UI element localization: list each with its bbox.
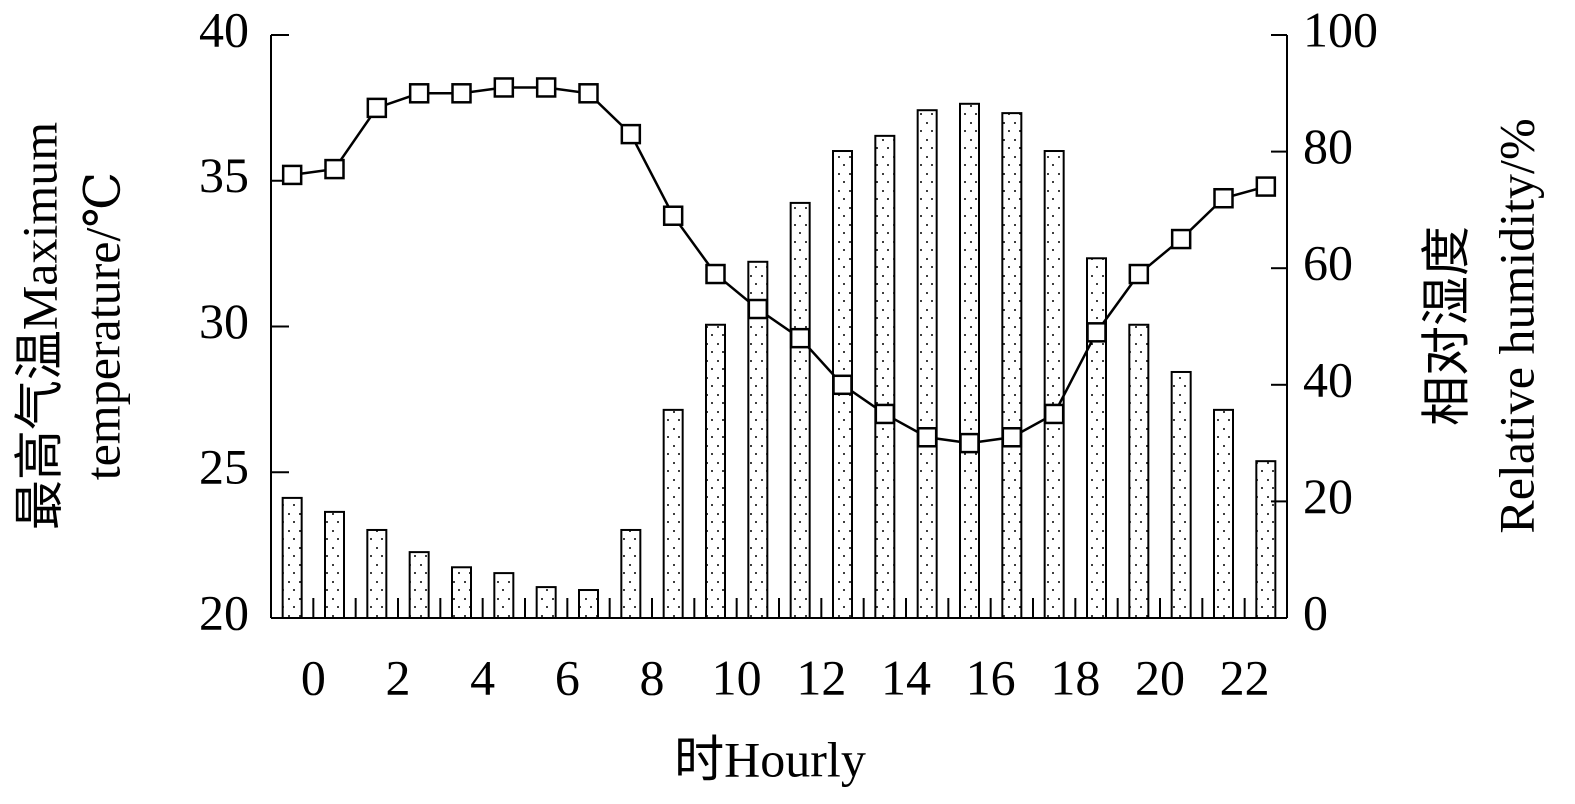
x-tick-label: 6 (555, 649, 580, 705)
bar (789, 201, 811, 620)
y2-axis-title: 相对湿度 (1418, 226, 1474, 426)
line-marker (789, 327, 811, 349)
x-tick-label: 2 (386, 649, 411, 705)
x-tick-label: 4 (470, 649, 495, 705)
x-tick-label: 16 (966, 649, 1016, 705)
x-tick-label: 14 (881, 649, 931, 705)
line-marker (1128, 263, 1150, 285)
line-marker (959, 432, 980, 454)
line-marker (1255, 176, 1277, 197)
bar (493, 572, 515, 620)
y2-tick-label: 100 (1303, 1, 1378, 57)
bar (916, 109, 938, 619)
line-marker (620, 123, 642, 145)
bar (705, 323, 726, 619)
x-tick-label: 20 (1135, 649, 1185, 705)
bar (578, 589, 599, 619)
line-marker (493, 77, 515, 98)
y2-axis-title: Relative humidity/% (1488, 118, 1544, 533)
y-tick-label: 40 (199, 1, 249, 57)
line-marker (832, 374, 853, 396)
bar (366, 528, 388, 619)
y2-tick-label: 20 (1303, 468, 1353, 524)
y-tick-label: 20 (199, 584, 249, 640)
y-axis-title: temperature/℃ (74, 172, 130, 481)
line-marker (1213, 187, 1234, 209)
line-marker (1001, 427, 1023, 448)
bar (324, 510, 345, 620)
line-marker (916, 427, 938, 448)
x-tick-label: 22 (1220, 649, 1270, 705)
line-marker (874, 403, 896, 425)
line-marker (1086, 322, 1107, 343)
line-marker (408, 83, 430, 104)
line-marker (662, 205, 684, 226)
bar (1170, 370, 1192, 619)
line (291, 86, 1267, 445)
y-tick-label: 25 (199, 439, 249, 495)
y2-tick-label: 60 (1303, 235, 1353, 291)
y-axis-title: 最高气温Maximum (11, 122, 67, 530)
bar (662, 408, 684, 619)
x-tick-label: 0 (301, 649, 326, 705)
bar (408, 551, 430, 619)
y-tick-label: 35 (199, 147, 249, 203)
y-tick-label: 30 (199, 293, 249, 349)
x-tick-label: 18 (1050, 649, 1100, 705)
x-tick-label: 8 (640, 649, 665, 705)
bar (1255, 460, 1277, 619)
bar (874, 134, 896, 619)
x-tick-label: 12 (796, 649, 846, 705)
bar (1043, 150, 1065, 619)
y2-tick-label: 40 (1303, 351, 1353, 407)
bar (1086, 257, 1107, 619)
line-marker (747, 298, 769, 320)
line-marker (705, 263, 726, 285)
line-marker (366, 97, 388, 119)
line-marker (578, 83, 599, 104)
y2-tick-label: 0 (1303, 584, 1328, 640)
x-tick-label: 10 (712, 649, 762, 705)
bar (451, 566, 472, 619)
line-marker (451, 83, 472, 104)
bar (620, 528, 642, 619)
line-marker (1170, 228, 1192, 250)
bar (1128, 323, 1150, 619)
line-marker (535, 77, 557, 98)
line-marker (281, 164, 303, 186)
bar (535, 586, 557, 620)
bar (959, 102, 980, 619)
line-marker (1043, 403, 1065, 425)
bar (281, 496, 303, 620)
x-axis-title: 时Hourly (674, 731, 866, 787)
bar (1213, 408, 1234, 619)
bar (1001, 112, 1023, 619)
y2-tick-label: 80 (1303, 118, 1353, 174)
line-marker (324, 158, 345, 180)
